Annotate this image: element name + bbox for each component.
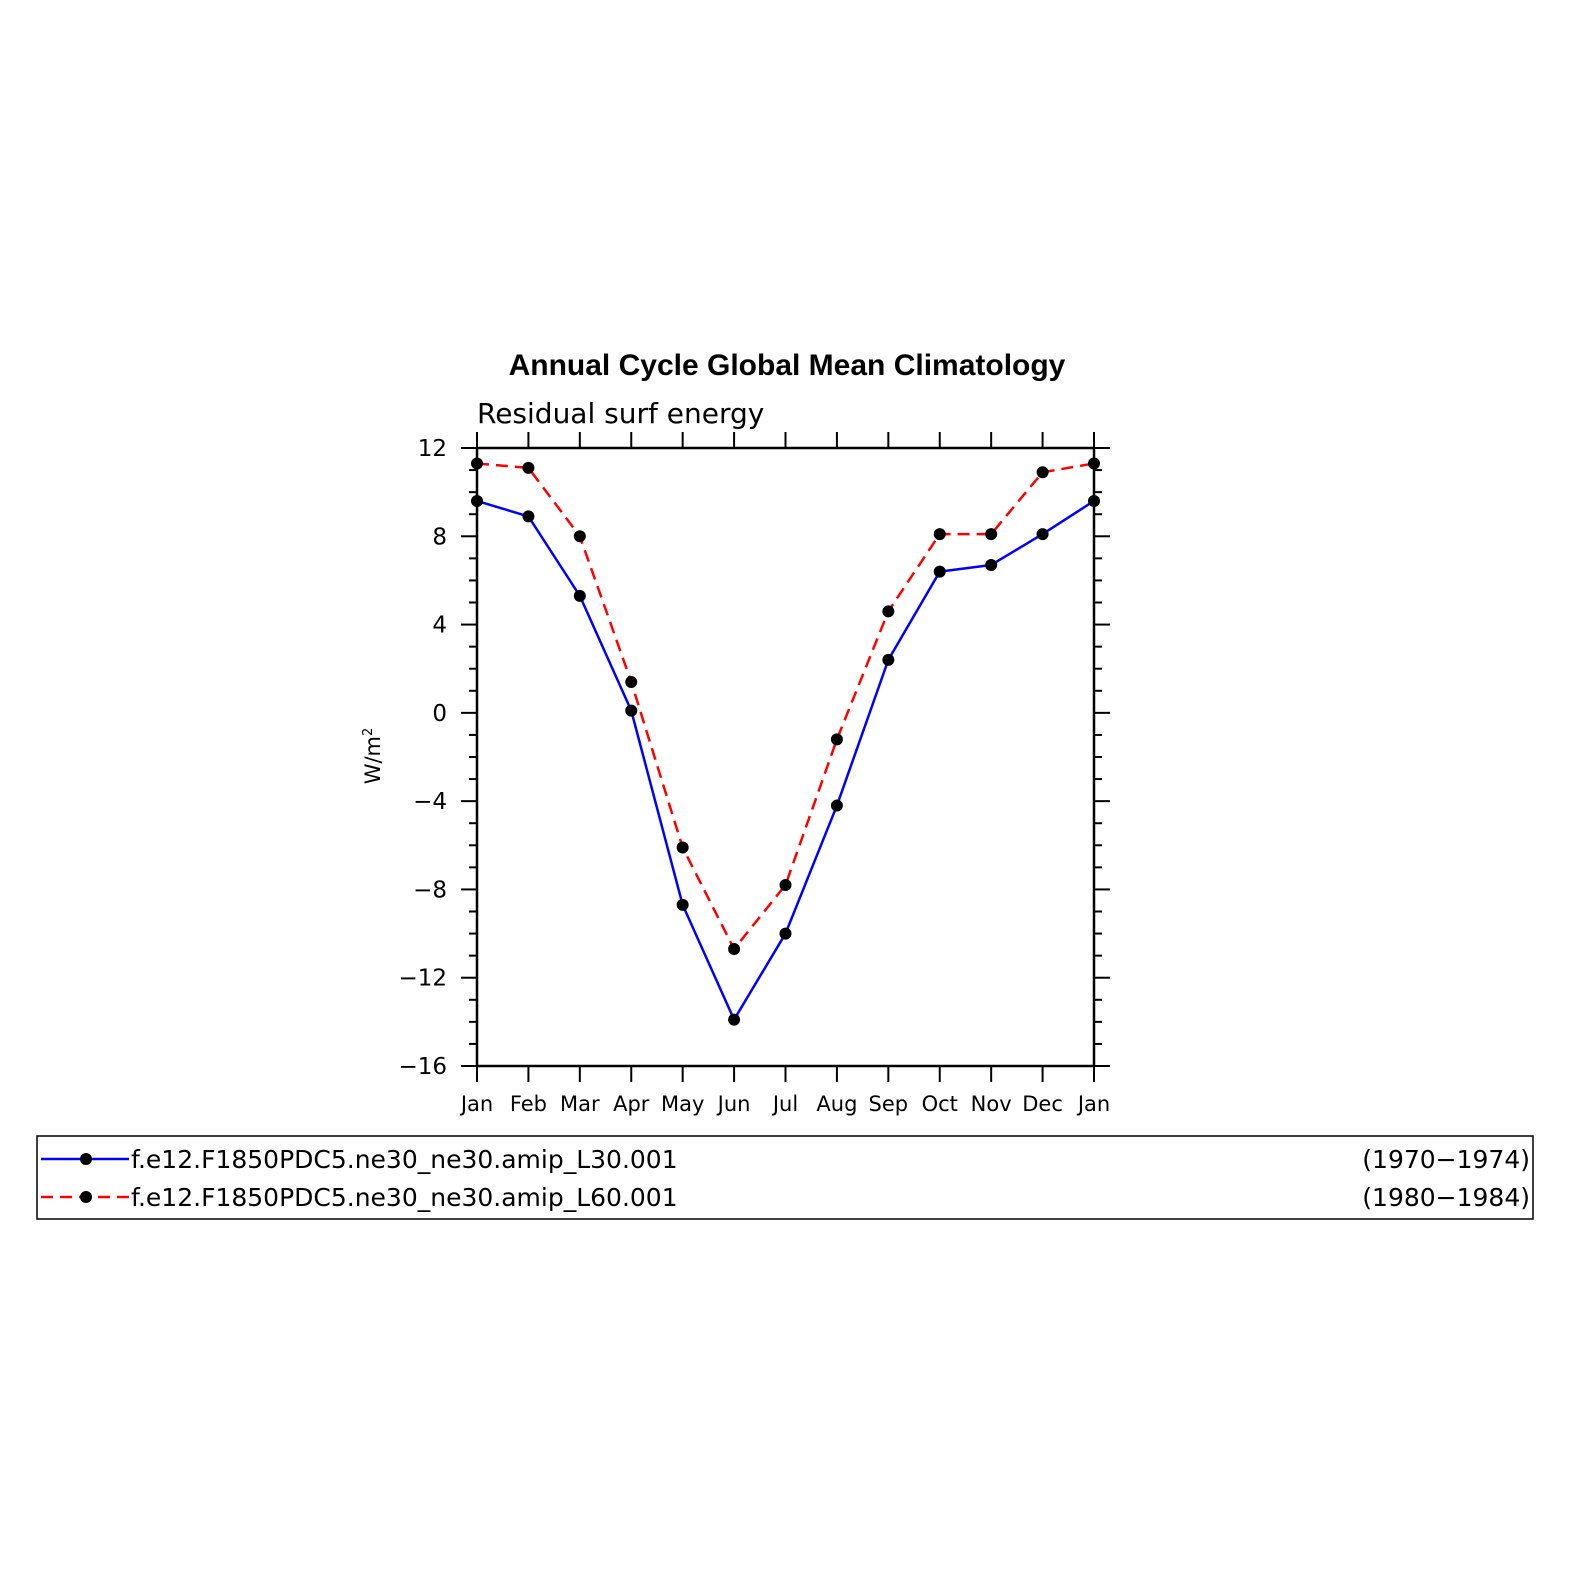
series-1-point [830, 799, 843, 812]
x-tick-label: Jan [1076, 1092, 1110, 1116]
series-2-point [728, 943, 741, 956]
legend-swatch-marker [80, 1153, 92, 1165]
y-tick-label: 0 [432, 701, 447, 727]
x-tick-label: Mar [560, 1092, 600, 1116]
x-tick-label: Jan [459, 1092, 493, 1116]
series-1-point [779, 927, 792, 940]
series-1-point [471, 494, 483, 507]
legend-series-period: (1970−1974) [1362, 1145, 1530, 1174]
y-tick-label: 12 [418, 436, 447, 462]
x-tick-label: Oct [922, 1092, 958, 1116]
x-tick-label: Apr [613, 1092, 650, 1116]
series-2-point [882, 605, 895, 618]
series-2-point [779, 879, 792, 892]
series-line-1 [476, 499, 1095, 1021]
series-1-point [522, 510, 535, 523]
series-2-point [522, 461, 535, 474]
legend: f.e12.F1850PDC5.ne30_ne30.amip_L30.001 (1… [36, 1135, 1534, 1220]
y-tick-label: −4 [413, 789, 447, 815]
series-2-point [985, 528, 998, 541]
y-tick-label: 4 [432, 613, 447, 639]
series-2-point [471, 457, 483, 470]
series-1-point [985, 558, 998, 571]
series-1-point [625, 704, 638, 717]
y-tick-label: 8 [432, 524, 447, 550]
x-tick-label: May [661, 1092, 704, 1116]
legend-swatch-marker [80, 1191, 92, 1203]
series-2-point [676, 841, 689, 854]
y-tick-label: −8 [413, 877, 447, 903]
legend-box [36, 1135, 1534, 1220]
x-tick-label: Jul [771, 1092, 798, 1116]
legend-series-period: (1980−1984) [1362, 1183, 1530, 1212]
series-2-point [830, 733, 843, 746]
series-1-point [882, 653, 895, 666]
series-2-point [933, 528, 946, 541]
y-axis-label: W/m2 [361, 728, 385, 785]
x-tick-label: Sep [869, 1092, 909, 1116]
y-tick-label: −12 [398, 966, 447, 992]
series-line-2 [476, 462, 1095, 951]
series-1-point [1036, 528, 1049, 541]
legend-series-name: f.e12.F1850PDC5.ne30_ne30.amip_L60.001 [131, 1183, 678, 1212]
y-axis-label-unit: W/m [361, 736, 385, 784]
series-1-point [933, 565, 946, 578]
series-2-point [1036, 466, 1049, 479]
x-tick-label: Feb [510, 1092, 547, 1116]
plot-frame [475, 446, 1096, 1068]
plot-area: 12 8 4 0 −4 −8 −12 −16 Jan Feb Mar Apr May Jun Jul Aug S… [398, 432, 1110, 1116]
chart-title: Annual Cycle Global Mean Climatology [509, 349, 1066, 382]
x-tick-label: Dec [1022, 1092, 1063, 1116]
series-1-point [676, 898, 689, 911]
series-1-point [1088, 494, 1100, 507]
series-2-point [625, 675, 638, 688]
x-tick-label: Nov [971, 1092, 1012, 1116]
chart-subtitle: Residual surf energy [477, 397, 764, 430]
series-2-point [573, 530, 586, 543]
legend-series-name: f.e12.F1850PDC5.ne30_ne30.amip_L30.001 [131, 1145, 678, 1174]
series-1-point [573, 589, 586, 602]
y-tick-label: −16 [398, 1054, 447, 1080]
y-axis-label-exponent: 2 [361, 728, 376, 736]
x-tick-label: Aug [816, 1092, 857, 1116]
x-tick-label: Jun [716, 1092, 751, 1116]
series-1-point [728, 1013, 741, 1026]
series-2-point [1088, 457, 1100, 470]
